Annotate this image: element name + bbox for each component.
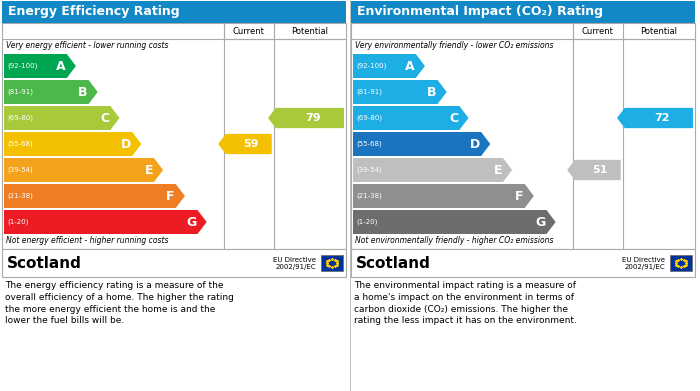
Text: (21-38): (21-38) [7,193,33,199]
Bar [351,1,695,23]
Polygon shape [4,106,120,130]
Text: F: F [515,190,524,203]
Bar [224,23,346,39]
Polygon shape [4,54,76,78]
Text: 72: 72 [654,113,670,123]
Bar [351,249,695,277]
Text: (55-68): (55-68) [7,141,33,147]
Text: (81-91): (81-91) [7,89,33,95]
Polygon shape [4,210,206,234]
Bar [321,255,343,271]
Text: D: D [470,138,480,151]
Bar [573,23,695,39]
Text: 79: 79 [305,113,321,123]
Text: B: B [78,86,88,99]
Bar [670,255,692,271]
Text: G: G [536,215,545,228]
Text: B: B [427,86,437,99]
Text: Potential: Potential [640,27,678,36]
Polygon shape [353,106,468,130]
Text: (92-100): (92-100) [356,63,386,69]
Text: (39-54): (39-54) [356,167,382,173]
Text: (39-54): (39-54) [7,167,33,173]
Text: Scotland: Scotland [356,255,431,271]
Polygon shape [218,134,272,154]
Text: Current: Current [233,27,265,36]
Text: The environmental impact rating is a measure of
a home's impact on the environme: The environmental impact rating is a mea… [354,281,577,325]
Text: A: A [405,59,415,72]
Text: Energy Efficiency Rating: Energy Efficiency Rating [8,5,180,18]
Polygon shape [353,184,534,208]
Bar [351,23,695,249]
Polygon shape [4,184,185,208]
Text: Current: Current [582,27,614,36]
Polygon shape [4,80,98,104]
Bar [2,1,346,23]
Text: 51: 51 [592,165,608,175]
Text: E: E [144,163,153,176]
Text: F: F [166,190,175,203]
Text: (92-100): (92-100) [7,63,37,69]
Text: C: C [100,111,109,124]
Text: C: C [449,111,459,124]
Polygon shape [4,158,163,182]
Polygon shape [567,160,621,180]
Text: (69-80): (69-80) [356,115,382,121]
Text: EU Directive
2002/91/EC: EU Directive 2002/91/EC [273,256,316,269]
Text: A: A [56,59,66,72]
Text: (81-91): (81-91) [356,89,382,95]
Text: EU Directive
2002/91/EC: EU Directive 2002/91/EC [622,256,665,269]
Text: Scotland: Scotland [7,255,82,271]
Polygon shape [353,54,425,78]
Text: (21-38): (21-38) [356,193,382,199]
Text: The energy efficiency rating is a measure of the
overall efficiency of a home. T: The energy efficiency rating is a measur… [5,281,234,325]
Polygon shape [617,108,693,128]
Polygon shape [4,132,141,156]
Text: Potential: Potential [291,27,328,36]
Bar [2,249,346,277]
Text: (1-20): (1-20) [7,219,29,225]
Text: (1-20): (1-20) [356,219,377,225]
Text: Very energy efficient - lower running costs: Very energy efficient - lower running co… [6,41,169,50]
Bar [2,23,346,249]
Text: D: D [121,138,131,151]
Text: Very environmentally friendly - lower CO₂ emissions: Very environmentally friendly - lower CO… [355,41,554,50]
Text: (55-68): (55-68) [356,141,382,147]
Polygon shape [353,158,512,182]
Polygon shape [268,108,344,128]
Text: 59: 59 [244,139,259,149]
Text: G: G [186,215,197,228]
Text: Not energy efficient - higher running costs: Not energy efficient - higher running co… [6,236,169,245]
Text: Not environmentally friendly - higher CO₂ emissions: Not environmentally friendly - higher CO… [355,236,554,245]
Text: (69-80): (69-80) [7,115,33,121]
Text: E: E [494,163,502,176]
Polygon shape [353,132,490,156]
Polygon shape [353,80,447,104]
Polygon shape [353,210,556,234]
Text: Environmental Impact (CO₂) Rating: Environmental Impact (CO₂) Rating [357,5,603,18]
